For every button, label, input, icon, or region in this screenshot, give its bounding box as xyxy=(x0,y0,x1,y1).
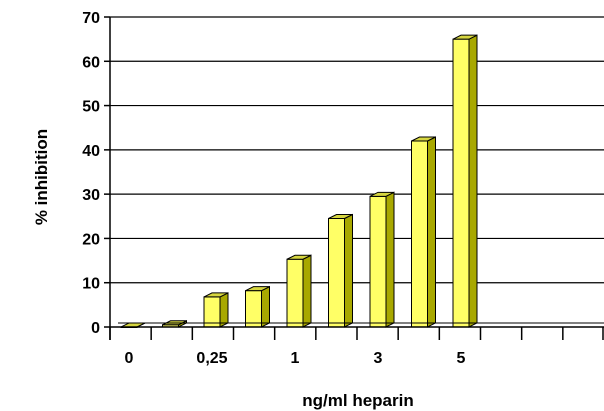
bar-top xyxy=(328,214,353,219)
bar xyxy=(369,191,395,328)
x-tick-label: 0,25 xyxy=(196,350,227,367)
y-tick-label: 40 xyxy=(82,143,100,160)
bar xyxy=(203,292,229,328)
bar xyxy=(411,136,436,328)
axes xyxy=(104,16,604,340)
bars xyxy=(120,34,478,328)
x-axis-title: ng/ml heparin xyxy=(302,391,413,410)
bar-side xyxy=(427,136,436,328)
bar-front xyxy=(328,218,345,328)
x-tick-labels: 0 0,25 1 3 5 xyxy=(125,350,466,367)
x-tick-label: 5 xyxy=(457,350,466,367)
y-axis-title: % inhibition xyxy=(32,129,51,225)
bar-side xyxy=(261,285,270,328)
bar-front xyxy=(245,290,262,328)
bar-side xyxy=(385,191,395,328)
bar-front xyxy=(286,258,304,328)
bar-side xyxy=(302,254,312,328)
bar-side xyxy=(219,292,229,328)
bar-front xyxy=(411,140,428,328)
y-tick-labels: 0 10 20 30 40 50 60 70 xyxy=(82,10,100,337)
bar-front xyxy=(203,296,221,328)
y-tick-label: 70 xyxy=(82,10,100,27)
bar-top xyxy=(411,136,436,142)
bar-top xyxy=(286,254,312,260)
bar-front xyxy=(452,38,470,328)
x-tick-label: 0 xyxy=(125,350,134,367)
bar-top xyxy=(203,292,229,298)
bar-top xyxy=(245,286,270,292)
gridlines xyxy=(110,16,604,284)
x-tick-label: 3 xyxy=(374,350,383,367)
bar xyxy=(452,34,478,328)
y-tick-label: 10 xyxy=(82,276,100,293)
bar xyxy=(245,285,270,328)
bar-top xyxy=(452,34,478,40)
bar-top xyxy=(369,191,395,197)
bar xyxy=(328,213,353,328)
bar-side xyxy=(344,213,353,328)
bar xyxy=(286,254,312,328)
y-tick-label: 30 xyxy=(82,187,100,204)
y-tick-label: 0 xyxy=(91,320,100,337)
y-tick-label: 50 xyxy=(82,99,100,116)
bar xyxy=(162,319,187,328)
bar-side xyxy=(468,34,478,328)
x-tick-label: 1 xyxy=(291,350,300,367)
y-tick-label: 60 xyxy=(82,54,100,71)
y-tick-label: 20 xyxy=(82,231,100,248)
bar-front xyxy=(369,195,387,328)
